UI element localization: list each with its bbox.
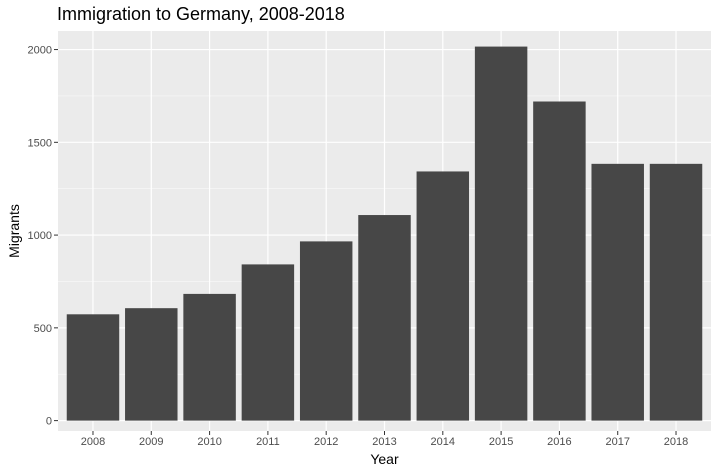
x-tick-label: 2013 (372, 436, 396, 448)
x-tick-label: 2008 (81, 436, 105, 448)
bar-2018 (649, 163, 703, 421)
bar-2011 (241, 264, 295, 421)
chart-title: Immigration to Germany, 2008-2018 (57, 4, 345, 24)
y-axis-ticks: 0 500 1000 1500 2000 (28, 45, 58, 428)
x-tick-label: 2012 (314, 436, 338, 448)
x-tick-label: 2015 (489, 436, 513, 448)
x-axis-title: Year (370, 451, 399, 467)
y-tick-label: 1000 (28, 230, 52, 242)
x-tick-label: 2009 (139, 436, 163, 448)
y-axis-title: Migrants (6, 204, 22, 258)
x-tick-label: 2010 (197, 436, 221, 448)
bar-2015 (474, 46, 528, 421)
bar-2009 (125, 308, 178, 421)
x-axis-ticks: 2008 2009 2010 2011 2012 2013 2014 2015 2016 2017… (81, 431, 688, 448)
bars (66, 46, 703, 421)
bar-2017 (591, 163, 644, 421)
bar-2016 (533, 101, 586, 421)
bar-2013 (358, 215, 411, 421)
bar-2014 (416, 171, 470, 421)
bar-2008 (66, 314, 120, 421)
x-tick-label: 2017 (605, 436, 629, 448)
y-tick-label: 500 (34, 323, 52, 335)
bar-2012 (299, 241, 353, 421)
y-tick-label: 1500 (28, 137, 52, 149)
y-tick-label: 2000 (28, 45, 52, 57)
y-tick-label: 0 (46, 416, 52, 428)
x-tick-label: 2018 (664, 436, 688, 448)
x-tick-label: 2011 (256, 436, 280, 448)
bar-2010 (183, 293, 236, 421)
x-tick-label: 2014 (431, 436, 455, 448)
x-tick-label: 2016 (547, 436, 571, 448)
